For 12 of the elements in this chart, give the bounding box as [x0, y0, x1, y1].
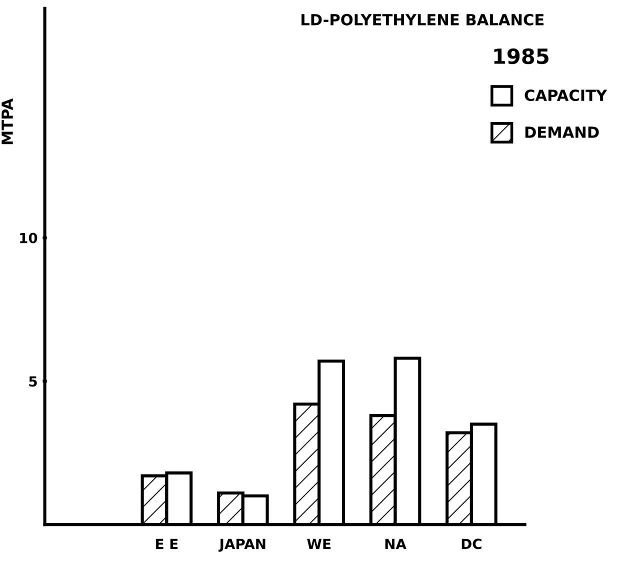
chart-title: LD-POLYETHYLENE BALANCE	[302, 14, 544, 26]
y-axis-title: MTPA	[2, 98, 13, 144]
x-tick-label: JAPAN	[218, 538, 266, 552]
x-tick-label: DC	[462, 538, 482, 550]
legend-title: 1985	[494, 48, 548, 64]
x-tick-label: NA	[385, 538, 406, 549]
y-tick-label: 5	[29, 376, 37, 387]
legend-label: DEMAND	[525, 126, 599, 138]
x-tick-label: WE	[307, 538, 330, 549]
y-tick-label: 10	[20, 232, 38, 244]
x-tick-label: E E	[156, 538, 178, 549]
legend-label: CAPACITY	[524, 89, 608, 102]
